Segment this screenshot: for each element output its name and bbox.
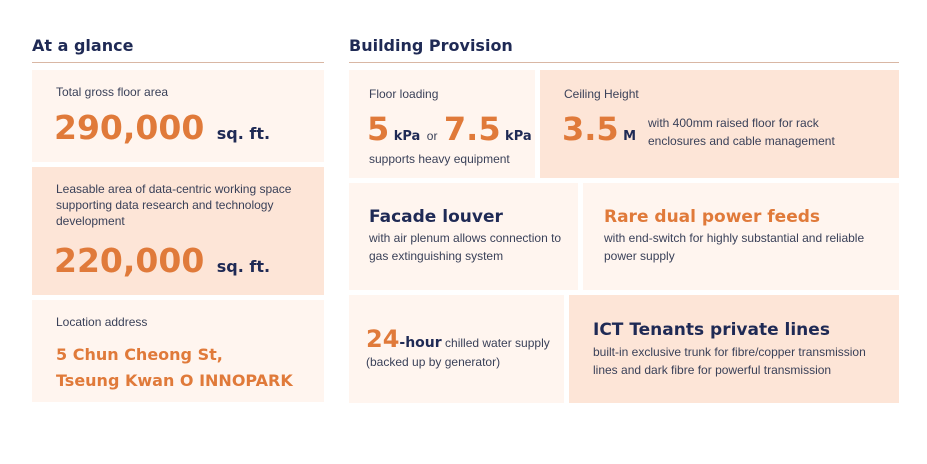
ceiling-desc: with 400mm raised floor for rack enclosu… [648,114,835,150]
ceiling-desc-line: enclosures and cable management [648,134,835,148]
power-card: Rare dual power feeds with end-switch fo… [583,183,899,290]
leasable-label: Leasable area of data-centric working sp… [56,181,291,229]
ceiling-value: 3.5 [562,110,619,148]
water-figure: 24-hour chilled water supply [366,325,550,353]
leasable-figure: 220,000 sq. ft. [54,241,270,280]
power-desc-line: power supply [604,249,675,263]
water-desc: (backed up by generator) [366,355,501,369]
power-desc-line: with end-switch for highly substantial a… [604,231,865,245]
leasable-unit: sq. ft. [216,257,271,276]
leasable-value: 220,000 [54,241,205,280]
water-unit: -hour [399,335,442,351]
water-card: 24-hour chilled water supply (backed up … [349,295,564,403]
ceiling-card: Ceiling Height 3.5 M with 400mm raised f… [540,70,899,178]
provision-divider [349,62,899,63]
ict-desc: built-in exclusive trunk for fibre/coppe… [593,343,866,379]
address-line: 5 Chun Cheong St, [56,345,223,364]
gfa-card: Total gross floor area 290,000 sq. ft. [32,70,324,162]
floor-loading-figure: 5 kPa or 7.5 kPa [367,110,532,148]
location-address: 5 Chun Cheong St, Tseung Kwan O INNOPARK [56,342,293,394]
leasable-card: Leasable area of data-centric working sp… [32,167,324,295]
location-card: Location address 5 Chun Cheong St, Tseun… [32,300,324,402]
ceiling-unit: M [623,129,637,144]
gfa-figure: 290,000 sq. ft. [54,108,270,147]
ict-card: ICT Tenants private lines built-in exclu… [569,295,899,403]
location-label: Location address [56,315,148,329]
water-value: 24 [366,325,400,353]
power-desc: with end-switch for highly substantial a… [604,229,864,265]
water-desc-inline: chilled water supply [441,336,550,350]
ceiling-desc-line: with 400mm raised floor for rack [648,116,819,130]
ict-desc-line: built-in exclusive trunk for fibre/coppe… [593,345,866,359]
ict-title: ICT Tenants private lines [593,320,830,340]
floor-loading-value-2: 7.5 [443,110,501,148]
floor-loading-unit-1: kPa [393,129,421,144]
facade-desc-line: gas extinguishing system [369,249,504,263]
glance-divider [32,62,324,63]
floor-loading-card: Floor loading 5 kPa or 7.5 kPa supports … [349,70,535,178]
ict-desc-line: lines and dark fibre for powerful transm… [593,363,832,377]
floor-loading-or: or [426,129,438,143]
gfa-unit: sq. ft. [216,124,271,143]
power-title: Rare dual power feeds [604,207,821,227]
address-line: Tseung Kwan O INNOPARK [56,371,293,390]
leasable-label-line: supporting data research and technology [56,198,274,212]
leasable-label-line: development [56,214,125,228]
ceiling-figure: 3.5 M [562,110,636,148]
gfa-label: Total gross floor area [56,85,169,99]
floor-loading-desc: supports heavy equipment [369,152,510,166]
leasable-label-line: Leasable area of data-centric working sp… [56,182,292,196]
facade-card: Facade louver with air plenum allows con… [349,183,578,290]
facade-title: Facade louver [369,207,503,227]
facade-desc-line: with air plenum allows connection to [369,231,562,245]
floor-loading-unit-2: kPa [505,129,532,144]
floor-loading-value-1: 5 [367,110,390,148]
facade-desc: with air plenum allows connection to gas… [369,229,561,265]
glance-title: At a glance [32,36,134,55]
floor-loading-label: Floor loading [369,87,439,101]
provision-title: Building Provision [349,36,513,55]
gfa-value: 290,000 [54,108,205,147]
ceiling-label: Ceiling Height [564,87,639,101]
